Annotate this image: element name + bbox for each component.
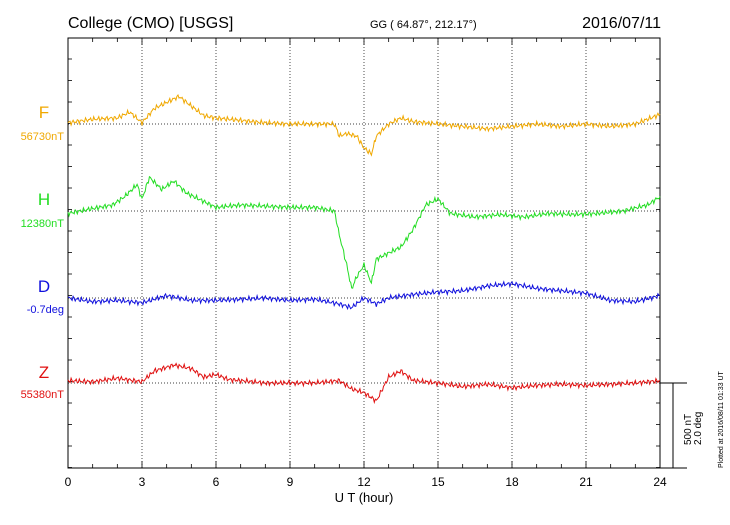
- series-name-d: D: [38, 277, 50, 296]
- x-tick-label-15: 15: [431, 475, 445, 489]
- plotted-at-note: Plotted at 2016/08/11 01:33 UT: [718, 371, 725, 468]
- x-tick-label-21: 21: [579, 475, 593, 489]
- series-baseline-d: -0.7deg: [27, 304, 64, 316]
- station-title: College (CMO) [USGS]: [68, 15, 233, 32]
- x-tick-label-18: 18: [505, 475, 519, 489]
- scale-bar-deg: 2.0 deg: [693, 412, 704, 445]
- series-line-h: [67, 175, 661, 289]
- series-line-d: [67, 280, 661, 311]
- coordinates-label: GG ( 64.87°, 212.17°): [370, 19, 477, 31]
- series-labels: F 56730nT H 12380nT D -0.7deg Z 55380nT: [21, 103, 65, 401]
- x-tick-label-3: 3: [139, 475, 146, 489]
- grid-lines: [68, 38, 660, 468]
- series-baseline-f: 56730nT: [21, 131, 65, 143]
- x-tick-label-9: 9: [287, 475, 294, 489]
- x-axis-label: U T (hour): [335, 490, 394, 505]
- series-name-h: H: [38, 190, 50, 209]
- series-name-f: F: [39, 103, 49, 122]
- axis-ticks: [67, 38, 661, 468]
- series-line-f: [67, 93, 661, 157]
- x-tick-label-0: 0: [65, 475, 72, 489]
- scale-bar: 500 nT 2.0 deg: [660, 382, 704, 469]
- series-name-z: Z: [39, 363, 49, 382]
- series-lines: [67, 93, 661, 405]
- scale-bar-nt: 500 nT: [683, 414, 694, 445]
- x-tick-label-24: 24: [653, 475, 667, 489]
- series-baseline-h: 12380nT: [21, 218, 65, 230]
- x-tick-labels: 0 3 6 9 12 15 18 21 24: [65, 475, 667, 489]
- x-tick-label-12: 12: [357, 475, 371, 489]
- date-label: 2016/07/11: [582, 15, 661, 32]
- x-tick-label-6: 6: [213, 475, 220, 489]
- series-line-z: [67, 362, 661, 405]
- plot-frame: [67, 37, 661, 469]
- series-baseline-z: 55380nT: [21, 389, 65, 401]
